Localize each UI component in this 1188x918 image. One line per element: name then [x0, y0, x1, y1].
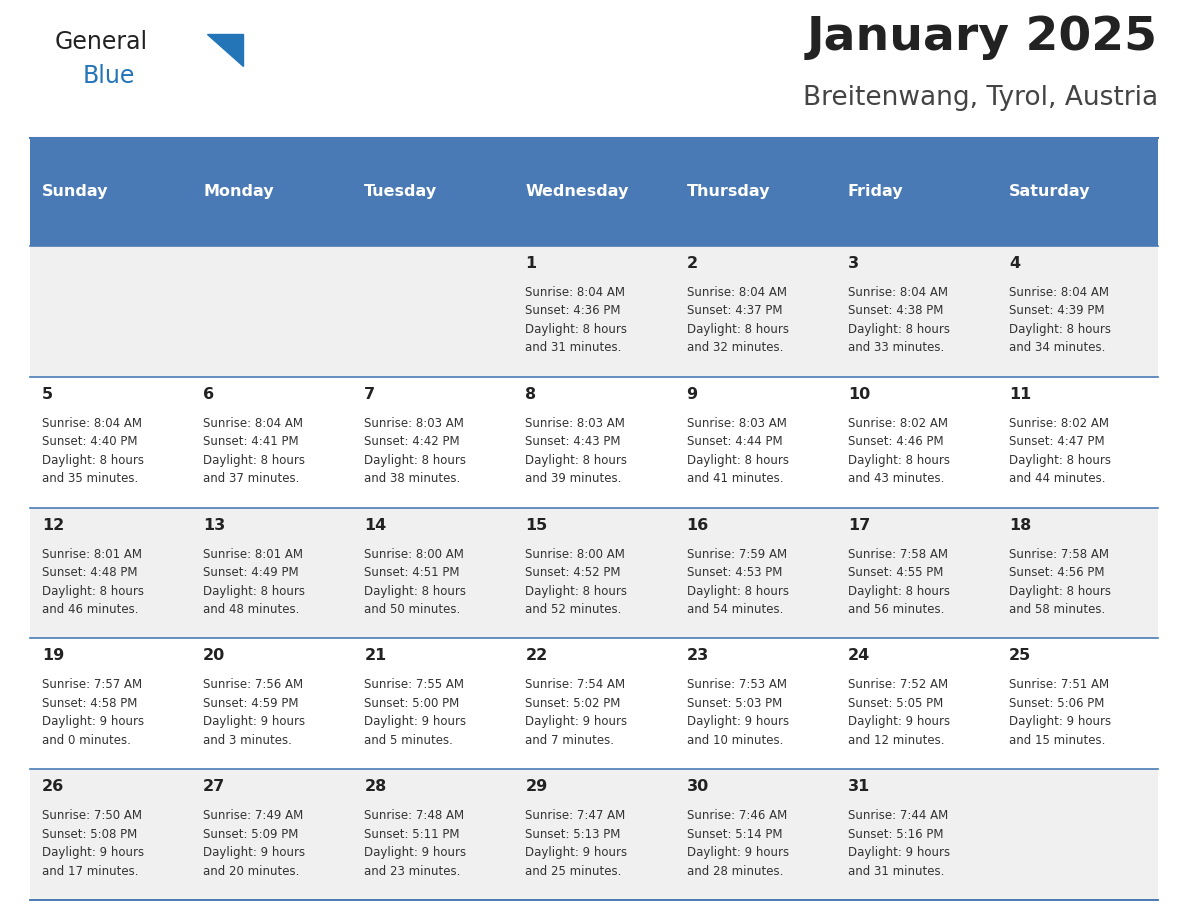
Text: Monday: Monday [203, 185, 273, 199]
Text: 21: 21 [365, 648, 386, 664]
Text: Sunrise: 7:47 AM
Sunset: 5:13 PM
Daylight: 9 hours
and 25 minutes.: Sunrise: 7:47 AM Sunset: 5:13 PM Dayligh… [525, 809, 627, 878]
Text: Sunrise: 7:51 AM
Sunset: 5:06 PM
Daylight: 9 hours
and 15 minutes.: Sunrise: 7:51 AM Sunset: 5:06 PM Dayligh… [1009, 678, 1111, 747]
Text: 2: 2 [687, 256, 697, 271]
Text: 7: 7 [365, 386, 375, 402]
Text: Sunrise: 7:59 AM
Sunset: 4:53 PM
Daylight: 8 hours
and 54 minutes.: Sunrise: 7:59 AM Sunset: 4:53 PM Dayligh… [687, 547, 789, 616]
Text: 5: 5 [42, 386, 53, 402]
Text: Sunrise: 7:54 AM
Sunset: 5:02 PM
Daylight: 9 hours
and 7 minutes.: Sunrise: 7:54 AM Sunset: 5:02 PM Dayligh… [525, 678, 627, 747]
Text: Blue: Blue [83, 64, 135, 88]
Text: 9: 9 [687, 386, 697, 402]
Bar [30, 508, 1158, 638]
Text: Sunrise: 8:04 AM
Sunset: 4:37 PM
Daylight: 8 hours
and 32 minutes.: Sunrise: 8:04 AM Sunset: 4:37 PM Dayligh… [687, 285, 789, 354]
Text: Sunday: Sunday [42, 185, 108, 199]
Text: 22: 22 [525, 648, 548, 664]
Text: 6: 6 [203, 386, 214, 402]
Text: Sunrise: 8:03 AM
Sunset: 4:44 PM
Daylight: 8 hours
and 41 minutes.: Sunrise: 8:03 AM Sunset: 4:44 PM Dayligh… [687, 417, 789, 486]
Bar [30, 638, 1158, 769]
Text: 24: 24 [848, 648, 870, 664]
Text: 17: 17 [848, 518, 870, 532]
Text: Sunrise: 8:03 AM
Sunset: 4:42 PM
Daylight: 8 hours
and 38 minutes.: Sunrise: 8:03 AM Sunset: 4:42 PM Dayligh… [365, 417, 466, 486]
Text: 8: 8 [525, 386, 537, 402]
Text: Sunrise: 7:46 AM
Sunset: 5:14 PM
Daylight: 9 hours
and 28 minutes.: Sunrise: 7:46 AM Sunset: 5:14 PM Dayligh… [687, 809, 789, 878]
Text: Sunrise: 7:44 AM
Sunset: 5:16 PM
Daylight: 9 hours
and 31 minutes.: Sunrise: 7:44 AM Sunset: 5:16 PM Dayligh… [848, 809, 950, 878]
Text: Sunrise: 8:04 AM
Sunset: 4:39 PM
Daylight: 8 hours
and 34 minutes.: Sunrise: 8:04 AM Sunset: 4:39 PM Dayligh… [1009, 285, 1111, 354]
Text: Thursday: Thursday [687, 185, 770, 199]
Text: 30: 30 [687, 779, 709, 794]
Text: 20: 20 [203, 648, 226, 664]
Text: Sunrise: 7:52 AM
Sunset: 5:05 PM
Daylight: 9 hours
and 12 minutes.: Sunrise: 7:52 AM Sunset: 5:05 PM Dayligh… [848, 678, 950, 747]
Text: Sunrise: 8:02 AM
Sunset: 4:46 PM
Daylight: 8 hours
and 43 minutes.: Sunrise: 8:02 AM Sunset: 4:46 PM Dayligh… [848, 417, 949, 486]
Polygon shape [207, 34, 244, 66]
Bar [30, 376, 1158, 508]
Text: 19: 19 [42, 648, 64, 664]
Bar [513, 138, 675, 246]
Bar [997, 138, 1158, 246]
Text: Breitenwang, Tyrol, Austria: Breitenwang, Tyrol, Austria [803, 85, 1158, 111]
Bar [191, 138, 353, 246]
Text: Sunrise: 8:03 AM
Sunset: 4:43 PM
Daylight: 8 hours
and 39 minutes.: Sunrise: 8:03 AM Sunset: 4:43 PM Dayligh… [525, 417, 627, 486]
Text: Saturday: Saturday [1009, 185, 1091, 199]
Bar [675, 138, 835, 246]
Text: Sunrise: 8:04 AM
Sunset: 4:40 PM
Daylight: 8 hours
and 35 minutes.: Sunrise: 8:04 AM Sunset: 4:40 PM Dayligh… [42, 417, 144, 486]
Text: Sunrise: 8:04 AM
Sunset: 4:41 PM
Daylight: 8 hours
and 37 minutes.: Sunrise: 8:04 AM Sunset: 4:41 PM Dayligh… [203, 417, 305, 486]
Text: 29: 29 [525, 779, 548, 794]
Text: Sunrise: 8:01 AM
Sunset: 4:49 PM
Daylight: 8 hours
and 48 minutes.: Sunrise: 8:01 AM Sunset: 4:49 PM Dayligh… [203, 547, 305, 616]
Text: 18: 18 [1009, 518, 1031, 532]
Text: Sunrise: 7:50 AM
Sunset: 5:08 PM
Daylight: 9 hours
and 17 minutes.: Sunrise: 7:50 AM Sunset: 5:08 PM Dayligh… [42, 809, 144, 878]
Text: 27: 27 [203, 779, 226, 794]
Bar [835, 138, 997, 246]
Text: 23: 23 [687, 648, 709, 664]
Text: Sunrise: 8:02 AM
Sunset: 4:47 PM
Daylight: 8 hours
and 44 minutes.: Sunrise: 8:02 AM Sunset: 4:47 PM Dayligh… [1009, 417, 1111, 486]
Text: January 2025: January 2025 [807, 15, 1158, 60]
Text: Friday: Friday [848, 185, 903, 199]
Text: Sunrise: 8:00 AM
Sunset: 4:52 PM
Daylight: 8 hours
and 52 minutes.: Sunrise: 8:00 AM Sunset: 4:52 PM Dayligh… [525, 547, 627, 616]
Text: 16: 16 [687, 518, 709, 532]
Text: Sunrise: 7:53 AM
Sunset: 5:03 PM
Daylight: 9 hours
and 10 minutes.: Sunrise: 7:53 AM Sunset: 5:03 PM Dayligh… [687, 678, 789, 747]
Bar [30, 769, 1158, 900]
Text: General: General [55, 30, 148, 54]
Text: 31: 31 [848, 779, 870, 794]
Text: Sunrise: 7:49 AM
Sunset: 5:09 PM
Daylight: 9 hours
and 20 minutes.: Sunrise: 7:49 AM Sunset: 5:09 PM Dayligh… [203, 809, 305, 878]
Text: 3: 3 [848, 256, 859, 271]
Bar [30, 246, 1158, 376]
Text: Sunrise: 7:55 AM
Sunset: 5:00 PM
Daylight: 9 hours
and 5 minutes.: Sunrise: 7:55 AM Sunset: 5:00 PM Dayligh… [365, 678, 467, 747]
Text: 14: 14 [365, 518, 386, 532]
Text: 25: 25 [1009, 648, 1031, 664]
Text: 15: 15 [525, 518, 548, 532]
Text: Sunrise: 8:00 AM
Sunset: 4:51 PM
Daylight: 8 hours
and 50 minutes.: Sunrise: 8:00 AM Sunset: 4:51 PM Dayligh… [365, 547, 466, 616]
Text: Sunrise: 8:04 AM
Sunset: 4:38 PM
Daylight: 8 hours
and 33 minutes.: Sunrise: 8:04 AM Sunset: 4:38 PM Dayligh… [848, 285, 949, 354]
Text: 10: 10 [848, 386, 870, 402]
Text: Sunrise: 8:01 AM
Sunset: 4:48 PM
Daylight: 8 hours
and 46 minutes.: Sunrise: 8:01 AM Sunset: 4:48 PM Dayligh… [42, 547, 144, 616]
Text: 28: 28 [365, 779, 386, 794]
Bar [353, 138, 513, 246]
Text: Sunrise: 7:57 AM
Sunset: 4:58 PM
Daylight: 9 hours
and 0 minutes.: Sunrise: 7:57 AM Sunset: 4:58 PM Dayligh… [42, 678, 144, 747]
Text: 12: 12 [42, 518, 64, 532]
Bar [30, 138, 191, 246]
Text: Sunrise: 7:58 AM
Sunset: 4:56 PM
Daylight: 8 hours
and 58 minutes.: Sunrise: 7:58 AM Sunset: 4:56 PM Dayligh… [1009, 547, 1111, 616]
Text: 4: 4 [1009, 256, 1020, 271]
Text: 26: 26 [42, 779, 64, 794]
Text: Sunrise: 8:04 AM
Sunset: 4:36 PM
Daylight: 8 hours
and 31 minutes.: Sunrise: 8:04 AM Sunset: 4:36 PM Dayligh… [525, 285, 627, 354]
Text: 13: 13 [203, 518, 226, 532]
Text: Sunrise: 7:48 AM
Sunset: 5:11 PM
Daylight: 9 hours
and 23 minutes.: Sunrise: 7:48 AM Sunset: 5:11 PM Dayligh… [365, 809, 467, 878]
Text: Sunrise: 7:58 AM
Sunset: 4:55 PM
Daylight: 8 hours
and 56 minutes.: Sunrise: 7:58 AM Sunset: 4:55 PM Dayligh… [848, 547, 949, 616]
Text: 11: 11 [1009, 386, 1031, 402]
Text: Tuesday: Tuesday [365, 185, 437, 199]
Text: Sunrise: 7:56 AM
Sunset: 4:59 PM
Daylight: 9 hours
and 3 minutes.: Sunrise: 7:56 AM Sunset: 4:59 PM Dayligh… [203, 678, 305, 747]
Text: 1: 1 [525, 256, 537, 271]
Text: Wednesday: Wednesday [525, 185, 628, 199]
